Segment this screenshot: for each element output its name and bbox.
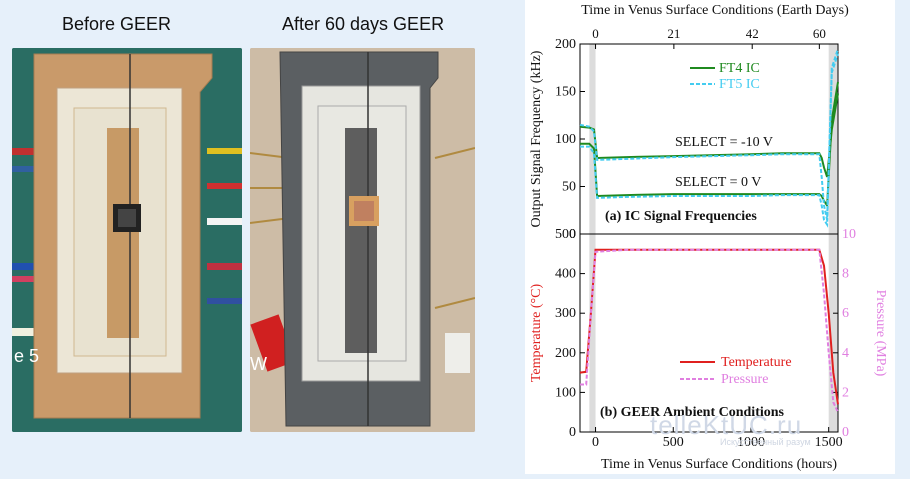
b-y2-tick-label: 2: [842, 385, 849, 400]
b-x-tick-label: 1000: [737, 435, 765, 450]
chart-panel: Time in Venus Surface Conditions (Earth …: [525, 0, 895, 474]
b-x-tick-label: 1500: [815, 435, 843, 450]
before-geer-board-illustration: [12, 48, 242, 432]
b-y2-tick-label: 6: [842, 306, 849, 321]
b-y2-tick-label: 8: [842, 267, 849, 282]
after-geer-board-illustration: [250, 48, 475, 432]
b-x-axis-label: Time in Venus Surface Conditions (hours): [601, 457, 837, 472]
top-tick-label: 42: [746, 26, 759, 41]
panel-b-frame: [579, 233, 839, 433]
panel-b-label: (b) GEER Ambient Conditions: [600, 405, 785, 420]
before-geer-title: Before GEER: [62, 14, 172, 34]
a-y-axis-label: Output Signal Frequency (kHz): [529, 50, 544, 227]
b-y2-tick-label: 0: [842, 425, 849, 440]
a-y-tick-label: 100: [555, 132, 576, 147]
a-legend-label-1: FT5 IC: [719, 77, 760, 92]
a-y-tick-label: 50: [562, 180, 576, 195]
top-tick-label: 0: [592, 26, 599, 41]
a-y-tick-label: 200: [555, 37, 576, 52]
b-x-tick-label: 500: [663, 435, 684, 450]
watermark: telleKtUC.ru Искусственный разум: [650, 410, 811, 447]
b-x-tick-label: 0: [592, 435, 599, 450]
top-tick-label: 60: [813, 26, 826, 41]
a-series-line-2: [579, 53, 839, 221]
watermark-tagline: Искусственный разум: [720, 437, 811, 447]
before-geer-photo: e 5: [12, 48, 242, 432]
annotation-select-0: SELECT = 0 V: [675, 175, 761, 190]
annotation-select-minus10: SELECT = -10 V: [675, 135, 773, 150]
panel-a-label: (a) IC Signal Frequencies: [605, 209, 757, 224]
b-series-line-0: [579, 248, 839, 405]
b-y-tick-label: 200: [555, 346, 576, 361]
ramp-band-1: [828, 44, 838, 432]
b-series-line-1: [580, 248, 839, 413]
watermark-brand: telleKtUC.ru: [650, 410, 803, 440]
right-photo-partial-label: W: [250, 354, 267, 374]
b-y-tick-label: 500: [555, 227, 576, 242]
ramp-band-0: [589, 44, 596, 432]
a-y-tick-label: 0: [569, 227, 576, 242]
a-y-tick-label: 150: [555, 85, 576, 100]
b-y-tick-label: 400: [555, 267, 576, 282]
b-y2-axis-label: Pressure (MPa): [873, 290, 888, 377]
after-geer-photo: W: [250, 48, 475, 432]
a-legend-label-0: FT4 IC: [719, 61, 760, 76]
b-y2-tick-label: 4: [842, 346, 849, 361]
b-y-tick-label: 0: [569, 425, 576, 440]
top-tick-label: 21: [667, 26, 680, 41]
b-y-tick-label: 100: [555, 385, 576, 400]
after-geer-title: After 60 days GEER: [282, 14, 445, 34]
b-y-axis-label: Temperature (°C): [529, 284, 544, 383]
top-axis-label: Time in Venus Surface Conditions (Earth …: [581, 3, 849, 18]
b-legend-label-0: Temperature: [721, 355, 792, 370]
b-y2-tick-label: 10: [842, 227, 856, 242]
b-y-tick-label: 300: [555, 306, 576, 321]
geer-chart: Time in Venus Surface Conditions (Earth …: [529, 3, 888, 472]
left-photo-partial-label: e 5: [14, 346, 40, 366]
a-series-line-3: [580, 48, 839, 228]
b-legend-label-1: Pressure: [721, 372, 768, 387]
